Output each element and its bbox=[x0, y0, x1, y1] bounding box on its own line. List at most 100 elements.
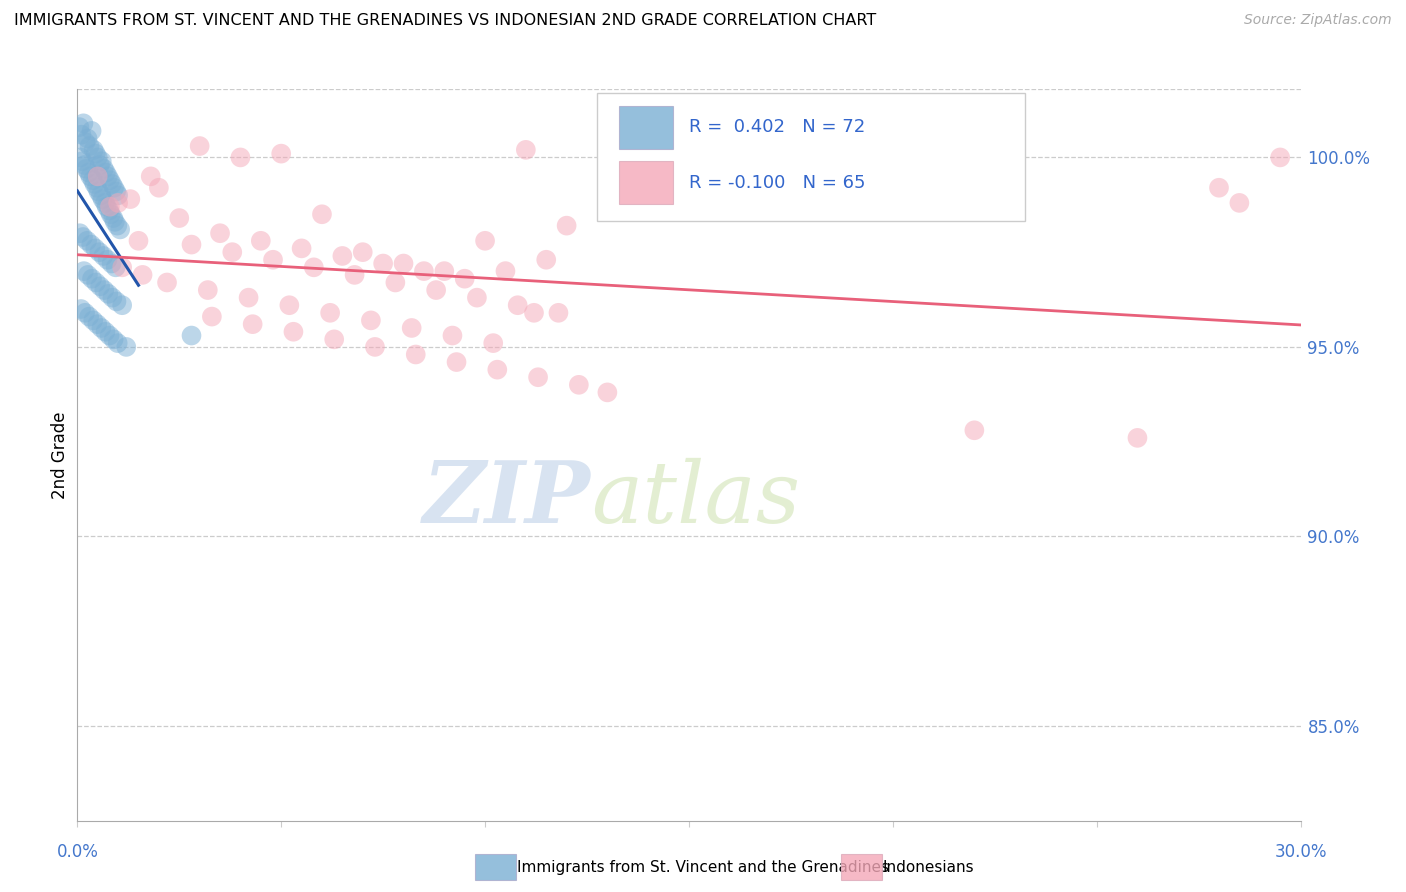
Point bbox=[82, 313, 104, 327]
Point bbox=[104, 260, 127, 275]
Point bbox=[84, 241, 107, 255]
Point bbox=[100, 207, 122, 221]
Point bbox=[104, 215, 127, 229]
Point bbox=[98, 173, 121, 187]
Point bbox=[87, 185, 110, 199]
Point bbox=[465, 291, 488, 305]
Point bbox=[77, 268, 100, 282]
FancyBboxPatch shape bbox=[598, 93, 1025, 221]
Point bbox=[188, 139, 211, 153]
Text: R = -0.100   N = 65: R = -0.100 N = 65 bbox=[689, 174, 866, 192]
Point bbox=[83, 143, 105, 157]
Point bbox=[94, 325, 117, 339]
FancyBboxPatch shape bbox=[619, 161, 673, 204]
Point bbox=[82, 173, 104, 187]
Point bbox=[250, 234, 273, 248]
Point bbox=[278, 298, 301, 312]
Point bbox=[89, 279, 111, 293]
Point bbox=[70, 128, 93, 142]
Point bbox=[364, 340, 387, 354]
Point bbox=[323, 332, 346, 346]
Point bbox=[1229, 195, 1251, 210]
Point bbox=[105, 185, 128, 199]
Point bbox=[120, 192, 142, 206]
Text: ZIP: ZIP bbox=[423, 457, 591, 541]
Point bbox=[148, 180, 170, 194]
Point bbox=[343, 268, 366, 282]
Text: Immigrants from St. Vincent and the Grenadines: Immigrants from St. Vincent and the Gren… bbox=[517, 860, 890, 874]
Point bbox=[401, 321, 423, 335]
Text: Source: ZipAtlas.com: Source: ZipAtlas.com bbox=[1244, 13, 1392, 28]
Point bbox=[262, 252, 284, 267]
Point bbox=[523, 306, 546, 320]
Point bbox=[93, 283, 115, 297]
Point bbox=[89, 245, 111, 260]
Point bbox=[94, 195, 117, 210]
Point bbox=[474, 234, 496, 248]
Point bbox=[103, 180, 125, 194]
Point bbox=[103, 332, 125, 346]
Point bbox=[1208, 180, 1230, 194]
Text: 0.0%: 0.0% bbox=[56, 843, 98, 861]
Point bbox=[596, 385, 619, 400]
Point bbox=[67, 120, 90, 134]
Point bbox=[506, 298, 529, 312]
Point bbox=[107, 195, 129, 210]
Point bbox=[352, 245, 374, 260]
Point bbox=[89, 158, 111, 172]
Point bbox=[413, 264, 436, 278]
Point bbox=[98, 328, 121, 343]
Point bbox=[103, 211, 125, 225]
Point bbox=[87, 150, 110, 164]
Point bbox=[486, 362, 509, 376]
Y-axis label: 2nd Grade: 2nd Grade bbox=[51, 411, 69, 499]
Point bbox=[83, 177, 105, 191]
Point bbox=[441, 328, 464, 343]
Point bbox=[93, 249, 115, 263]
Point bbox=[108, 222, 131, 236]
Point bbox=[290, 241, 312, 255]
Point bbox=[91, 192, 114, 206]
Point bbox=[229, 150, 252, 164]
Point bbox=[75, 161, 97, 176]
Point bbox=[87, 169, 110, 184]
Point bbox=[495, 264, 517, 278]
Point bbox=[90, 321, 112, 335]
Point bbox=[80, 237, 103, 252]
Point bbox=[180, 237, 202, 252]
Point bbox=[221, 245, 243, 260]
Point bbox=[77, 310, 100, 324]
Text: 30.0%: 30.0% bbox=[1274, 843, 1327, 861]
Point bbox=[242, 317, 264, 331]
Point bbox=[86, 180, 108, 194]
Point bbox=[302, 260, 325, 275]
Point bbox=[963, 423, 986, 437]
Point bbox=[453, 271, 475, 285]
Point bbox=[101, 291, 124, 305]
Point bbox=[392, 256, 415, 270]
Point bbox=[105, 219, 128, 233]
Point bbox=[568, 377, 591, 392]
Point bbox=[169, 211, 191, 225]
Point bbox=[79, 139, 101, 153]
Point bbox=[197, 283, 219, 297]
Point bbox=[75, 135, 97, 149]
Point bbox=[96, 200, 118, 214]
Point bbox=[79, 169, 101, 184]
Point bbox=[90, 188, 112, 202]
Text: Indonesians: Indonesians bbox=[883, 860, 974, 874]
Point bbox=[76, 234, 98, 248]
Point bbox=[80, 271, 103, 285]
Point bbox=[97, 169, 120, 184]
Point bbox=[238, 291, 260, 305]
Point bbox=[72, 116, 94, 130]
Point bbox=[93, 161, 115, 176]
Point bbox=[75, 306, 97, 320]
Point bbox=[98, 200, 121, 214]
Point bbox=[446, 355, 468, 369]
Point bbox=[105, 294, 128, 309]
Point bbox=[1126, 431, 1149, 445]
Point bbox=[100, 256, 122, 270]
Point bbox=[360, 313, 382, 327]
Point bbox=[90, 154, 112, 169]
